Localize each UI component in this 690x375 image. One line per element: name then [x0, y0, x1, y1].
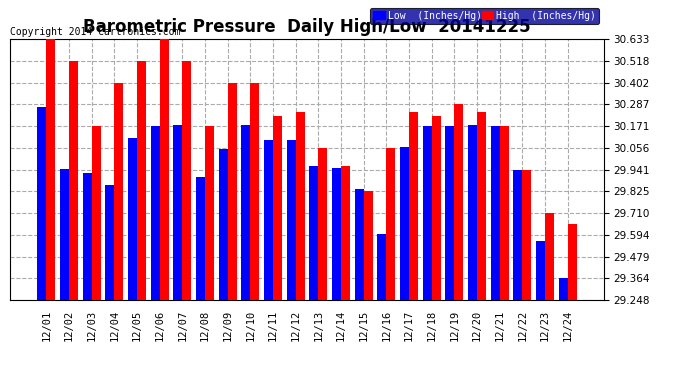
Bar [522, 170, 531, 300]
Bar [364, 191, 373, 300]
Bar [182, 61, 191, 300]
Bar [219, 149, 228, 300]
Bar [332, 168, 341, 300]
Bar [205, 126, 214, 300]
Bar [377, 234, 386, 300]
Bar [273, 116, 282, 300]
Bar [37, 108, 46, 300]
Bar [150, 126, 159, 300]
Bar [250, 83, 259, 300]
Bar [386, 148, 395, 300]
Bar [559, 278, 568, 300]
Bar [286, 140, 296, 300]
Title: Barometric Pressure  Daily High/Low  20141225: Barometric Pressure Daily High/Low 20141… [83, 18, 531, 36]
Bar [83, 173, 92, 300]
Text: Copyright 2014 Cartronics.com: Copyright 2014 Cartronics.com [10, 27, 181, 37]
Bar [423, 126, 432, 300]
Bar [355, 189, 364, 300]
Bar [159, 39, 169, 300]
Bar [568, 224, 577, 300]
Bar [318, 148, 328, 300]
Bar [455, 105, 464, 300]
Bar [500, 126, 509, 300]
Bar [409, 112, 418, 300]
Bar [545, 213, 554, 300]
Bar [228, 83, 237, 300]
Bar [128, 138, 137, 300]
Bar [264, 140, 273, 300]
Bar [468, 125, 477, 300]
Bar [400, 147, 409, 300]
Bar [445, 126, 455, 300]
Bar [173, 125, 182, 300]
Bar [536, 241, 545, 300]
Bar [432, 116, 441, 300]
Bar [477, 112, 486, 300]
Bar [115, 83, 124, 300]
Bar [60, 169, 69, 300]
Legend: Low  (Inches/Hg), High  (Inches/Hg): Low (Inches/Hg), High (Inches/Hg) [370, 8, 599, 24]
Bar [106, 185, 115, 300]
Bar [241, 125, 250, 300]
Bar [196, 177, 205, 300]
Bar [309, 166, 318, 300]
Bar [69, 61, 78, 300]
Bar [46, 39, 55, 300]
Bar [491, 126, 500, 300]
Bar [513, 170, 522, 300]
Bar [92, 126, 101, 300]
Bar [341, 166, 350, 300]
Bar [296, 112, 305, 300]
Bar [137, 61, 146, 300]
